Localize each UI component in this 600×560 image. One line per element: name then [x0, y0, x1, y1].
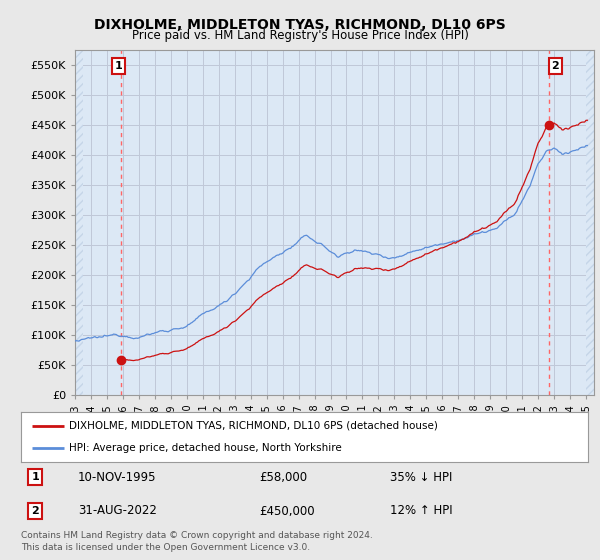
Bar — [75, 50, 83, 395]
Text: Contains HM Land Registry data © Crown copyright and database right 2024.
This d: Contains HM Land Registry data © Crown c… — [21, 531, 373, 552]
Text: £58,000: £58,000 — [259, 470, 307, 484]
Text: 2: 2 — [31, 506, 39, 516]
Text: DIXHOLME, MIDDLETON TYAS, RICHMOND, DL10 6PS: DIXHOLME, MIDDLETON TYAS, RICHMOND, DL10… — [94, 18, 506, 32]
Text: 2: 2 — [551, 61, 559, 71]
Text: HPI: Average price, detached house, North Yorkshire: HPI: Average price, detached house, Nort… — [69, 443, 342, 453]
Text: 1: 1 — [115, 61, 122, 71]
Text: £450,000: £450,000 — [259, 505, 315, 517]
Text: 1: 1 — [31, 472, 39, 482]
Text: DIXHOLME, MIDDLETON TYAS, RICHMOND, DL10 6PS (detached house): DIXHOLME, MIDDLETON TYAS, RICHMOND, DL10… — [69, 421, 438, 431]
Text: 12% ↑ HPI: 12% ↑ HPI — [389, 505, 452, 517]
Text: 31-AUG-2022: 31-AUG-2022 — [78, 505, 157, 517]
Text: 35% ↓ HPI: 35% ↓ HPI — [389, 470, 452, 484]
Text: 10-NOV-1995: 10-NOV-1995 — [78, 470, 156, 484]
Text: Price paid vs. HM Land Registry's House Price Index (HPI): Price paid vs. HM Land Registry's House … — [131, 29, 469, 42]
Bar — [586, 50, 594, 395]
